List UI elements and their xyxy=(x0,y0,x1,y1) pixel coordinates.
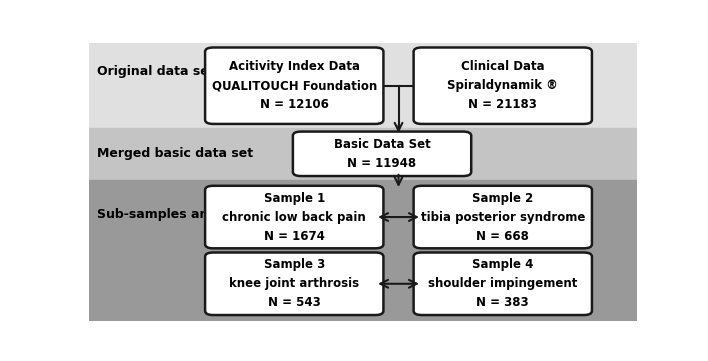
Text: Sample 4
shoulder impingement
N = 383: Sample 4 shoulder impingement N = 383 xyxy=(428,258,578,309)
Text: Merged basic data set: Merged basic data set xyxy=(97,147,253,160)
Text: Sample 1
chronic low back pain
N = 1674: Sample 1 chronic low back pain N = 1674 xyxy=(222,192,366,243)
Text: Acitivity Index Data
QUALITOUCH Foundation
N = 12106: Acitivity Index Data QUALITOUCH Foundati… xyxy=(212,60,377,111)
FancyBboxPatch shape xyxy=(205,186,384,248)
Text: Basic Data Set
N = 11948: Basic Data Set N = 11948 xyxy=(333,138,430,170)
Text: Sub-samples analysed: Sub-samples analysed xyxy=(97,208,253,221)
FancyBboxPatch shape xyxy=(413,186,592,248)
Text: Original data sets: Original data sets xyxy=(97,65,222,78)
Text: Clinical Data
Spiraldynamik ®
N = 21183: Clinical Data Spiraldynamik ® N = 21183 xyxy=(447,60,558,111)
FancyBboxPatch shape xyxy=(293,131,472,176)
FancyBboxPatch shape xyxy=(205,252,384,315)
FancyBboxPatch shape xyxy=(205,48,384,124)
Bar xyxy=(88,128,637,179)
Text: Sample 2
tibia posterior syndrome
N = 668: Sample 2 tibia posterior syndrome N = 66… xyxy=(421,192,585,243)
Bar xyxy=(88,179,637,321)
Text: Sample 3
knee joint arthrosis
N = 543: Sample 3 knee joint arthrosis N = 543 xyxy=(229,258,360,309)
Bar xyxy=(88,43,637,128)
FancyBboxPatch shape xyxy=(413,48,592,124)
FancyBboxPatch shape xyxy=(413,252,592,315)
